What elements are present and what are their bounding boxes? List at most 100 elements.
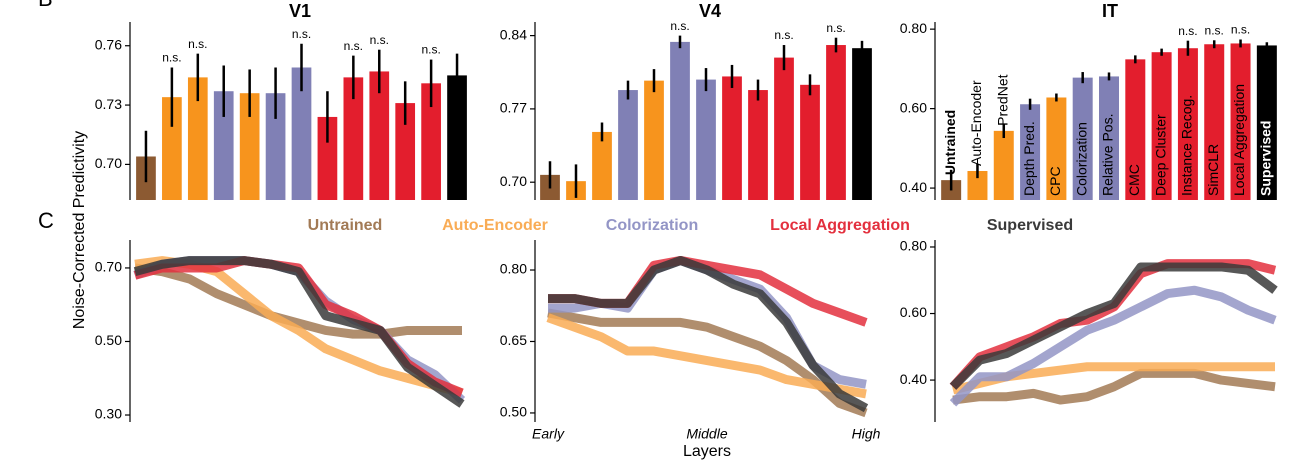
category-label: Deep Cluster bbox=[1152, 114, 1168, 196]
y-tick-label: 0.65 bbox=[500, 332, 527, 348]
annotation: n.s. bbox=[162, 51, 181, 65]
legend-label: Auto-Encoder bbox=[442, 217, 548, 234]
bar bbox=[852, 48, 872, 201]
x-tick-label: Middle bbox=[686, 426, 727, 442]
bar bbox=[748, 90, 768, 200]
series-band bbox=[133, 256, 465, 408]
category-label: Depth Pred. bbox=[1021, 121, 1037, 196]
bar bbox=[644, 80, 664, 200]
category-label: PredNet bbox=[994, 74, 1010, 125]
chart-title: IT bbox=[1102, 1, 1118, 21]
y-tick-label: 0.30 bbox=[95, 406, 122, 422]
legend-label: Colorization bbox=[606, 217, 698, 234]
bar bbox=[162, 97, 182, 200]
y-tick-label: 0.50 bbox=[95, 332, 122, 348]
series-band bbox=[547, 308, 868, 418]
category-label: Untrained bbox=[942, 110, 958, 175]
y-tick-label: 0.50 bbox=[500, 404, 527, 420]
category-label: CPC bbox=[1047, 166, 1063, 196]
chart-title: V1 bbox=[289, 1, 311, 21]
y-tick-label: 0.40 bbox=[900, 371, 927, 387]
series-band bbox=[949, 262, 1278, 390]
category-label: Colorization bbox=[1073, 122, 1089, 196]
category-label: Relative Pos. bbox=[1100, 114, 1116, 196]
bar bbox=[239, 93, 260, 200]
annotation: n.s. bbox=[670, 19, 689, 33]
bar bbox=[1125, 59, 1146, 201]
annotation: n.s. bbox=[370, 33, 389, 47]
legend-label: Untrained bbox=[308, 217, 383, 234]
bar bbox=[1020, 104, 1041, 200]
category-label: SimCLR bbox=[1205, 144, 1221, 196]
bar bbox=[369, 71, 390, 200]
bar bbox=[265, 93, 286, 200]
legend-label: Local Aggregation bbox=[770, 217, 910, 234]
category-label: CMC bbox=[1126, 164, 1142, 196]
bar bbox=[826, 45, 846, 200]
bar bbox=[967, 170, 988, 200]
y-tick-label: 0.84 bbox=[500, 26, 527, 42]
x-tick-label: Early bbox=[532, 426, 565, 442]
bar bbox=[291, 67, 312, 200]
bar bbox=[774, 57, 794, 200]
y-tick-label: 0.60 bbox=[900, 304, 927, 320]
y-tick-label: 0.80 bbox=[900, 20, 927, 36]
annotation: n.s. bbox=[188, 37, 207, 51]
bar bbox=[670, 41, 690, 200]
bar bbox=[592, 131, 612, 200]
bar bbox=[343, 77, 364, 200]
bar bbox=[993, 130, 1014, 200]
annotation: n.s. bbox=[774, 28, 793, 42]
series-band bbox=[134, 263, 462, 339]
category-label: Instance Recog. bbox=[1179, 95, 1195, 196]
y-tick-label: 0.40 bbox=[900, 179, 927, 195]
bar bbox=[1177, 48, 1198, 201]
bar bbox=[395, 103, 416, 200]
y-tick-label: 0.70 bbox=[95, 155, 122, 171]
bar bbox=[317, 116, 338, 200]
legend-label: Supervised bbox=[987, 217, 1073, 234]
bar bbox=[447, 75, 467, 200]
bar bbox=[187, 77, 208, 200]
bar bbox=[1204, 44, 1225, 200]
annotation: n.s. bbox=[1231, 23, 1250, 37]
y-tick-label: 0.80 bbox=[500, 261, 527, 277]
annotation: n.s. bbox=[421, 43, 440, 57]
series-band bbox=[548, 255, 869, 413]
series-band bbox=[952, 368, 1276, 405]
category-label: Local Aggregation bbox=[1231, 84, 1247, 196]
bar bbox=[800, 84, 820, 200]
annotation: n.s. bbox=[1205, 23, 1224, 37]
bar bbox=[421, 83, 441, 200]
y-tick-label: 0.73 bbox=[95, 96, 122, 112]
category-label: Auto-Encoder bbox=[968, 80, 984, 166]
series-band bbox=[546, 313, 867, 399]
y-axis-label: Noise-Corrected Predictivity bbox=[71, 131, 88, 329]
bar bbox=[618, 90, 638, 200]
y-tick-label: 0.80 bbox=[900, 238, 927, 254]
bar bbox=[213, 91, 234, 200]
annotation: n.s. bbox=[826, 21, 845, 35]
panel-label: B bbox=[38, 0, 53, 11]
series-band bbox=[949, 285, 1277, 407]
bar bbox=[1072, 77, 1093, 200]
panel-label: C bbox=[38, 208, 54, 233]
y-tick-label: 0.70 bbox=[95, 259, 122, 275]
annotation: n.s. bbox=[292, 27, 311, 41]
chart-title: V4 bbox=[699, 1, 721, 21]
bar bbox=[1099, 76, 1119, 200]
y-tick-label: 0.76 bbox=[95, 36, 122, 52]
x-tick-label: High bbox=[852, 426, 881, 442]
y-tick-label: 0.77 bbox=[500, 100, 527, 116]
bar bbox=[1230, 43, 1251, 201]
x-axis-label: Layers bbox=[683, 443, 731, 460]
annotation: n.s. bbox=[344, 39, 363, 53]
bar bbox=[696, 79, 716, 200]
bar bbox=[1256, 45, 1277, 201]
y-tick-label: 0.70 bbox=[500, 173, 527, 189]
bar bbox=[722, 76, 742, 200]
category-label: Supervised bbox=[1258, 121, 1274, 196]
bar bbox=[1151, 52, 1172, 201]
